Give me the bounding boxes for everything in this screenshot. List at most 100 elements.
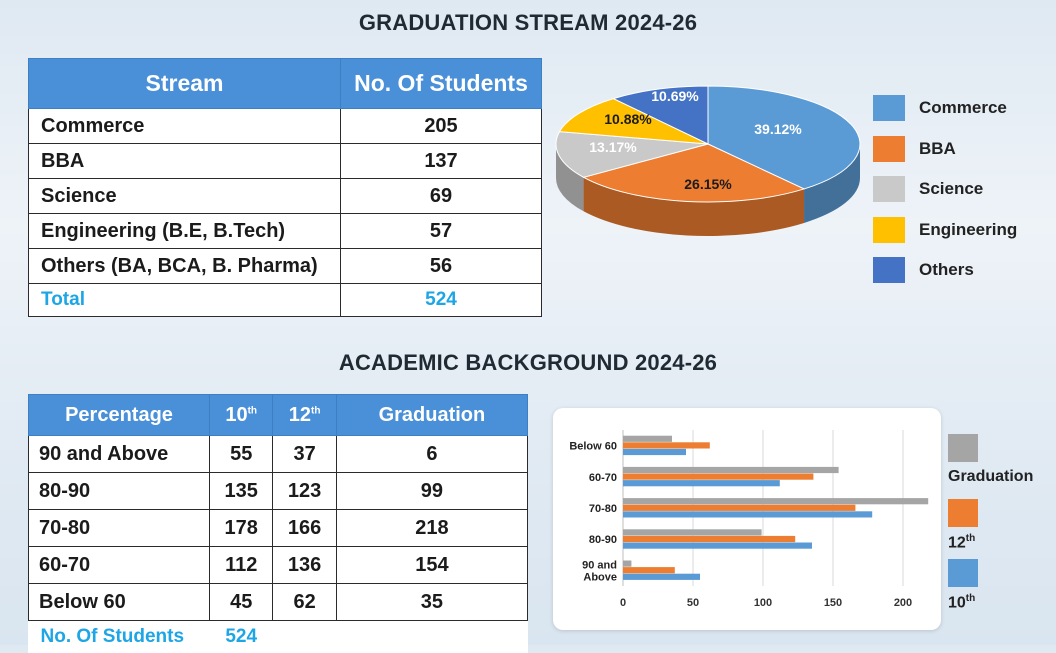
total-row: Total 524 — [29, 284, 542, 317]
table-row: BBA 137 — [29, 144, 542, 179]
y-tick-label: 90 and — [582, 559, 617, 571]
tenth-cell: 45 — [210, 584, 273, 621]
x-tick-label: 50 — [687, 597, 699, 609]
empty-cell — [336, 621, 527, 653]
x-tick-label: 150 — [824, 597, 842, 609]
bar-below-60-2 — [623, 449, 686, 455]
range-cell: 80-90 — [29, 473, 210, 510]
bar-80-90-2 — [623, 543, 812, 549]
total-row: No. Of Students 524 — [29, 621, 528, 653]
column-header-tenth: 10th — [210, 395, 273, 436]
bar-80-90-0 — [623, 529, 762, 535]
legend-swatch — [873, 217, 905, 243]
table-row: Science 69 — [29, 179, 542, 214]
legend-label: Engineering — [919, 220, 1017, 240]
legend-swatch — [873, 136, 905, 162]
y-tick-label: 80-90 — [589, 534, 617, 546]
legend-item: Others — [873, 250, 1017, 291]
total-value: 524 — [210, 621, 273, 653]
legend-item: 12th — [948, 499, 978, 552]
column-header-stream: Stream — [29, 59, 341, 109]
pie-label-others: 10.69% — [651, 88, 699, 104]
stream-table: Stream No. Of Students Commerce 205 BBA … — [28, 58, 542, 317]
twelfth-cell: 62 — [273, 584, 336, 621]
legend-item: 10th — [948, 559, 978, 612]
legend-label: BBA — [919, 139, 956, 159]
twelfth-cell: 37 — [273, 436, 336, 473]
stream-name: Engineering (B.E, B.Tech) — [29, 214, 341, 249]
table-row: Engineering (B.E, B.Tech) 57 — [29, 214, 542, 249]
stream-section-title: GRADUATION STREAM 2024-26 — [0, 10, 1056, 36]
legend-label: 12th — [948, 533, 978, 552]
pie-label-science: 13.17% — [589, 139, 637, 155]
legend-item: Graduation — [948, 434, 1033, 486]
legend-label: Others — [919, 260, 974, 280]
stream-count: 205 — [341, 109, 542, 144]
x-tick-label: 200 — [894, 597, 912, 609]
stream-count: 57 — [341, 214, 542, 249]
pie-label-engineering: 10.88% — [604, 111, 652, 127]
bar-90-and-above-2 — [623, 574, 700, 580]
column-header-graduation: Graduation — [336, 395, 527, 436]
bar-90-and-above-1 — [623, 567, 675, 573]
bar-60-70-2 — [623, 480, 780, 486]
column-header-count: No. Of Students — [341, 59, 542, 109]
graduation-cell: 99 — [336, 473, 527, 510]
column-header-percentage: Percentage — [29, 395, 210, 436]
total-label: No. Of Students — [29, 621, 210, 653]
legend-swatch — [873, 176, 905, 202]
stream-count: 137 — [341, 144, 542, 179]
legend-item: Engineering — [873, 210, 1017, 251]
twelfth-base: 12 — [289, 404, 311, 426]
y-tick-label: Below 60 — [569, 441, 617, 453]
table-row: Others (BA, BCA, B. Pharma) 56 — [29, 249, 542, 284]
stream-pie-chart: 39.12% 26.15% 13.17% 10.88% 10.69% — [548, 72, 868, 272]
legend-label: 10th — [948, 593, 978, 612]
tenth-cell: 178 — [210, 510, 273, 547]
bar-70-80-0 — [623, 498, 928, 504]
bar-70-80-2 — [623, 511, 872, 517]
academic-table-header: Percentage 10th 12th Graduation — [29, 395, 528, 436]
range-cell: 60-70 — [29, 547, 210, 584]
bar-below-60-0 — [623, 436, 672, 442]
graduation-cell: 154 — [336, 547, 527, 584]
table-row: 90 and Above 55 37 6 — [29, 436, 528, 473]
bar-90-and-above-0 — [623, 561, 631, 567]
legend-label: Graduation — [948, 468, 1033, 486]
pie-label-commerce: 39.12% — [754, 121, 802, 137]
empty-cell — [273, 621, 336, 653]
stream-name: Commerce — [29, 109, 341, 144]
x-tick-label: 0 — [620, 597, 626, 609]
range-cell: Below 60 — [29, 584, 210, 621]
bar-80-90-1 — [623, 536, 795, 542]
stream-count: 56 — [341, 249, 542, 284]
twelfth-cell: 123 — [273, 473, 336, 510]
legend-swatch — [948, 559, 978, 587]
legend-swatch — [873, 95, 905, 121]
legend-swatch — [873, 257, 905, 283]
legend-label: Science — [919, 179, 983, 199]
graduation-cell: 6 — [336, 436, 527, 473]
stream-name: Science — [29, 179, 341, 214]
tenth-cell: 55 — [210, 436, 273, 473]
table-row: 80-90 135 123 99 — [29, 473, 528, 510]
legend-item: BBA — [873, 129, 1017, 170]
legend-swatch — [948, 499, 978, 527]
pie-label-bba: 26.15% — [684, 176, 732, 192]
table-row: Commerce 205 — [29, 109, 542, 144]
range-cell: 90 and Above — [29, 436, 210, 473]
table-row: 70-80 178 166 218 — [29, 510, 528, 547]
stream-name: Others (BA, BCA, B. Pharma) — [29, 249, 341, 284]
pie-legend: Commerce BBA Science Engineering Others — [873, 88, 1017, 291]
tenth-cell: 135 — [210, 473, 273, 510]
bar-60-70-0 — [623, 467, 839, 473]
y-tick-label: Above — [583, 571, 617, 583]
stream-table-header: Stream No. Of Students — [29, 59, 542, 109]
stream-count: 69 — [341, 179, 542, 214]
y-tick-label: 70-80 — [589, 503, 617, 515]
graduation-cell: 35 — [336, 584, 527, 621]
twelfth-cell: 136 — [273, 547, 336, 584]
table-row: 60-70 112 136 154 — [29, 547, 528, 584]
academic-table: Percentage 10th 12th Graduation 90 and A… — [28, 394, 528, 653]
